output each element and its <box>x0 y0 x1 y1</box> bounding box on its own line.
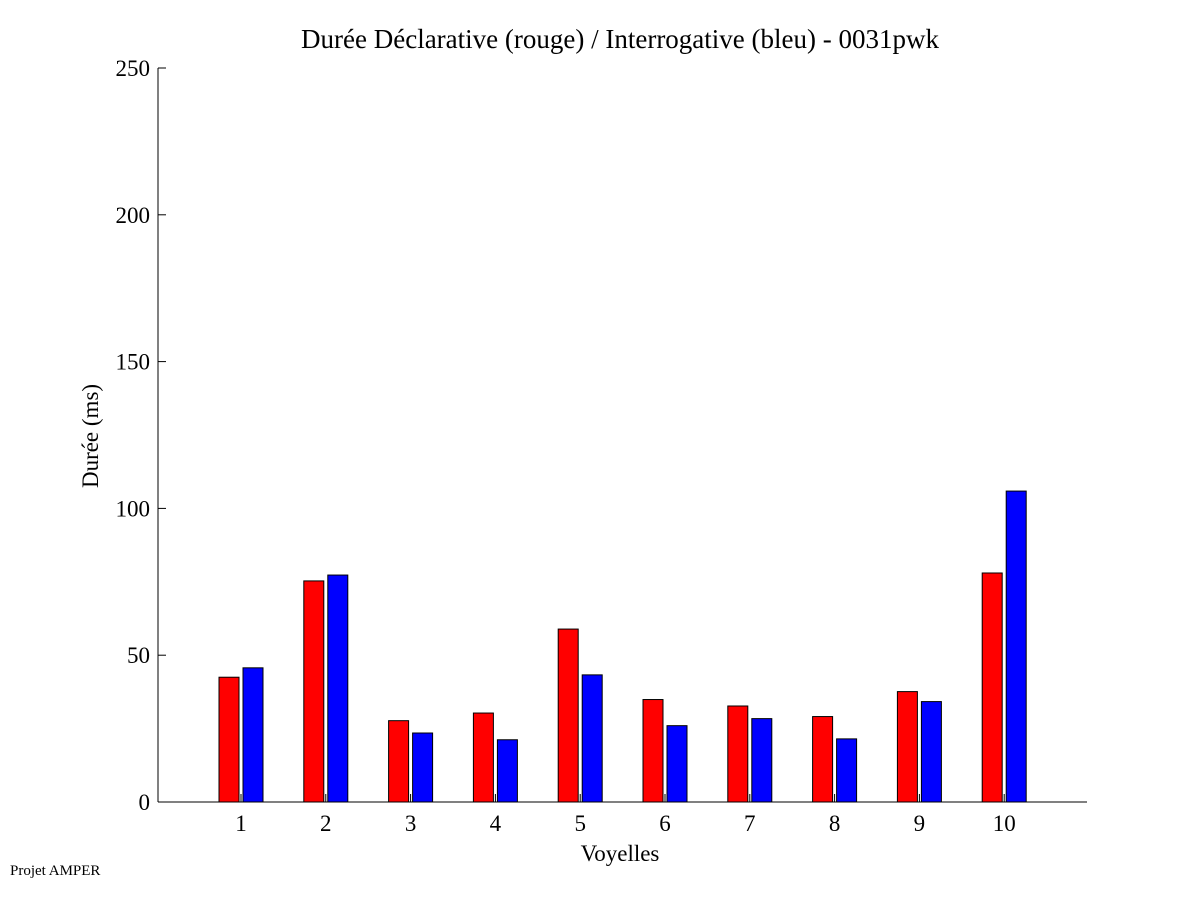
footer-credit: Projet AMPER <box>10 863 101 879</box>
bar-interrogative <box>1005 490 1027 803</box>
x-tick-label: 1 <box>235 811 247 836</box>
bar-declarative <box>557 628 579 803</box>
bar-declarative <box>896 691 918 803</box>
bar-interrogative <box>836 738 858 803</box>
bar-interrogative <box>581 674 603 803</box>
bar-declarative <box>388 720 410 803</box>
bar-declarative <box>472 712 494 803</box>
y-tick-label: 100 <box>116 496 151 521</box>
y-tick-label: 50 <box>127 643 150 668</box>
x-tick-label: 3 <box>405 811 417 836</box>
x-tick-label: 2 <box>320 811 332 836</box>
bar-declarative <box>812 716 834 803</box>
x-axis-label: Voyelles <box>581 841 660 866</box>
bar-interrogative <box>242 667 264 803</box>
bar-interrogative <box>751 718 773 803</box>
x-tick-label: 6 <box>659 811 671 836</box>
bar-interrogative <box>412 732 434 803</box>
bar-declarative <box>303 580 325 803</box>
bar-interrogative <box>920 701 942 803</box>
bar-declarative <box>981 572 1003 803</box>
bar-interrogative <box>327 574 349 803</box>
x-tick-label: 5 <box>574 811 586 836</box>
bar-interrogative <box>496 739 518 803</box>
y-tick-label: 250 <box>116 56 151 81</box>
y-tick-label: 150 <box>116 350 151 375</box>
x-tick-label: 9 <box>914 811 926 836</box>
chart-title: Durée Déclarative (rouge) / Interrogativ… <box>301 24 939 54</box>
y-tick-label: 200 <box>116 203 151 228</box>
x-tick-label: 10 <box>993 811 1016 836</box>
x-tick-label: 8 <box>829 811 841 836</box>
bar-interrogative <box>666 725 688 803</box>
x-tick-label: 7 <box>744 811 756 836</box>
bar-declarative <box>218 676 240 803</box>
bar-declarative <box>642 699 664 803</box>
plot-area: 0 50 100 150 200 250 1 2 3 4 5 6 7 8 9 10 <box>116 56 1087 836</box>
bar-declarative <box>727 705 749 803</box>
y-tick-label: 0 <box>139 790 151 815</box>
y-axis-label: Durée (ms) <box>78 384 103 488</box>
x-tick-label: 4 <box>490 811 502 836</box>
